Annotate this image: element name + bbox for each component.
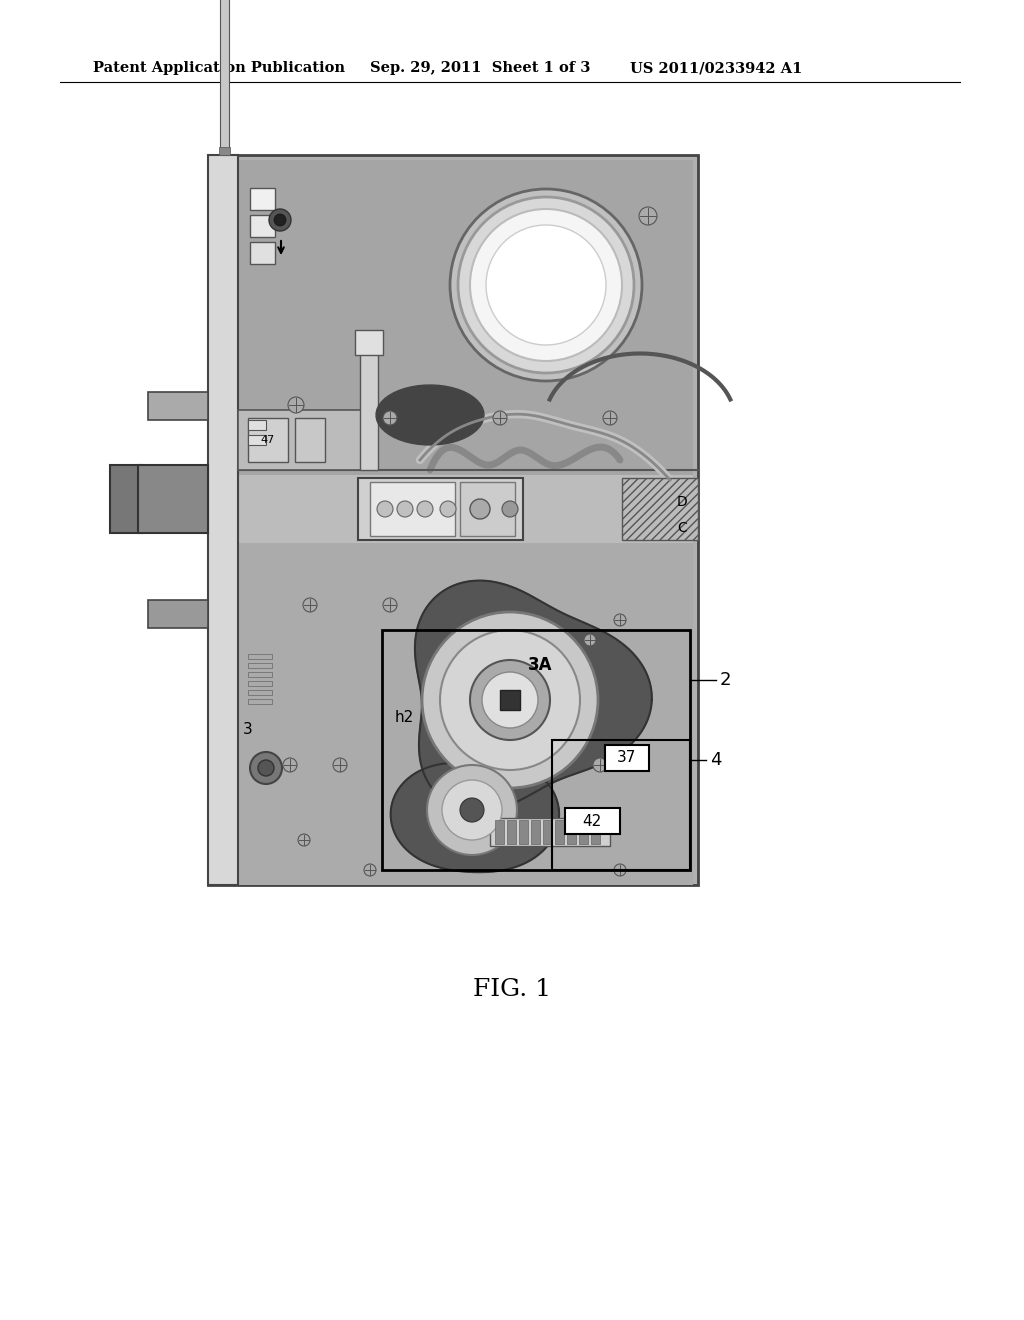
Bar [295,418,325,462]
Circle shape [250,752,282,784]
Text: 37: 37 [617,751,637,766]
Bar [238,411,378,470]
Text: 4: 4 [710,751,722,770]
Text: h2: h2 [395,710,415,726]
Circle shape [502,502,518,517]
Bar [148,601,208,628]
Text: 3: 3 [243,722,253,738]
Circle shape [288,397,304,413]
Text: D: D [677,495,687,510]
Bar [248,418,288,462]
Text: 47: 47 [261,436,275,445]
Text: Patent Application Publication: Patent Application Publication [93,61,345,75]
Bar [507,820,516,843]
Bar [605,744,649,771]
Circle shape [486,224,606,345]
Text: US 2011/0233942 A1: US 2011/0233942 A1 [630,61,803,75]
Bar [591,820,600,843]
Circle shape [364,865,376,876]
Circle shape [303,598,317,612]
Bar [500,690,520,710]
Bar [543,820,552,843]
Bar [248,663,272,668]
Bar [495,820,504,843]
Circle shape [593,758,607,772]
Circle shape [333,758,347,772]
Circle shape [584,634,596,645]
Bar [370,482,455,536]
Circle shape [458,197,634,374]
Circle shape [470,499,490,519]
Polygon shape [415,581,652,810]
Circle shape [440,502,456,517]
Bar [248,672,272,677]
Bar [250,242,275,264]
Polygon shape [376,385,484,445]
Circle shape [397,502,413,517]
Bar [248,420,266,430]
Bar [490,818,610,846]
Bar [250,187,275,210]
Bar [219,147,230,154]
Text: FIG. 1: FIG. 1 [473,978,551,1002]
Circle shape [383,411,397,425]
Bar [552,741,690,870]
Circle shape [603,411,617,425]
Bar [519,820,528,843]
Circle shape [422,612,598,788]
Circle shape [470,209,622,360]
Bar [238,475,693,543]
Bar [565,808,620,834]
Circle shape [417,502,433,517]
Text: Sep. 29, 2011  Sheet 1 of 3: Sep. 29, 2011 Sheet 1 of 3 [370,61,591,75]
Bar [248,690,272,696]
Text: 42: 42 [583,813,602,829]
Text: C: C [677,521,687,535]
Text: 2: 2 [720,671,731,689]
Circle shape [383,598,397,612]
Bar [250,215,275,238]
Circle shape [258,760,274,776]
Circle shape [460,799,484,822]
Bar [248,700,272,704]
Bar [208,154,698,884]
Bar [248,653,272,659]
Bar [148,392,208,420]
Bar [567,820,575,843]
Circle shape [298,834,310,846]
Circle shape [614,865,626,876]
Circle shape [482,672,538,729]
Circle shape [442,780,502,840]
Bar [355,330,383,355]
Polygon shape [391,760,559,873]
Bar [358,478,523,540]
Circle shape [639,207,657,224]
Bar [579,820,588,843]
Circle shape [269,209,291,231]
Bar [360,341,378,470]
Circle shape [377,502,393,517]
Bar [238,160,693,605]
Text: 3A: 3A [527,656,552,675]
Circle shape [283,758,297,772]
Bar [248,681,272,686]
Circle shape [614,614,626,626]
Bar [555,820,564,843]
Bar [220,0,229,154]
Circle shape [450,189,642,381]
Circle shape [427,766,517,855]
Bar [531,820,540,843]
Bar [208,154,238,884]
Bar [248,436,266,445]
Bar [382,630,690,870]
Circle shape [470,660,550,741]
Circle shape [274,214,286,226]
Bar [460,482,515,536]
Bar [622,478,698,540]
Bar [110,465,142,533]
Circle shape [493,411,507,425]
Bar [238,543,693,884]
Bar [138,465,208,533]
Circle shape [440,630,580,770]
